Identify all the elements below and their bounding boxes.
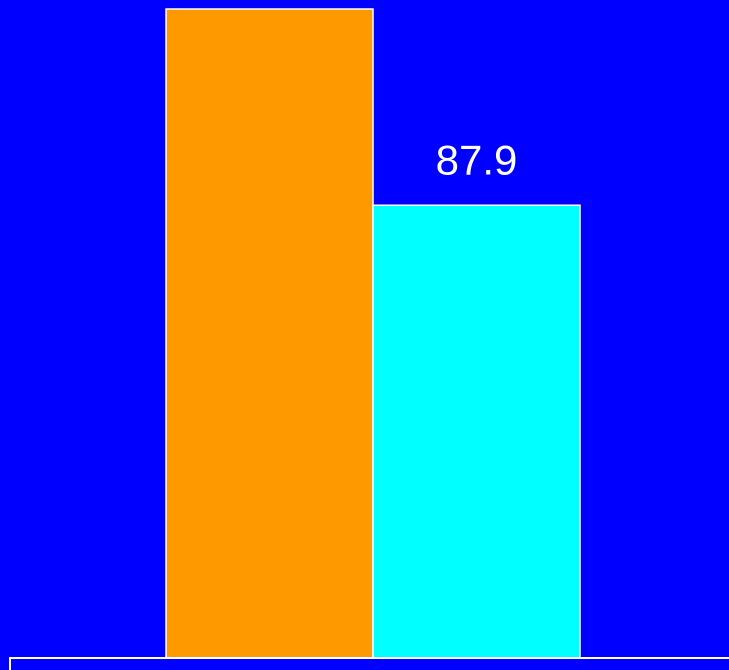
bar <box>165 8 374 659</box>
value-label: 87.9 <box>436 136 518 183</box>
legend-box <box>9 657 729 670</box>
bar <box>372 204 581 659</box>
